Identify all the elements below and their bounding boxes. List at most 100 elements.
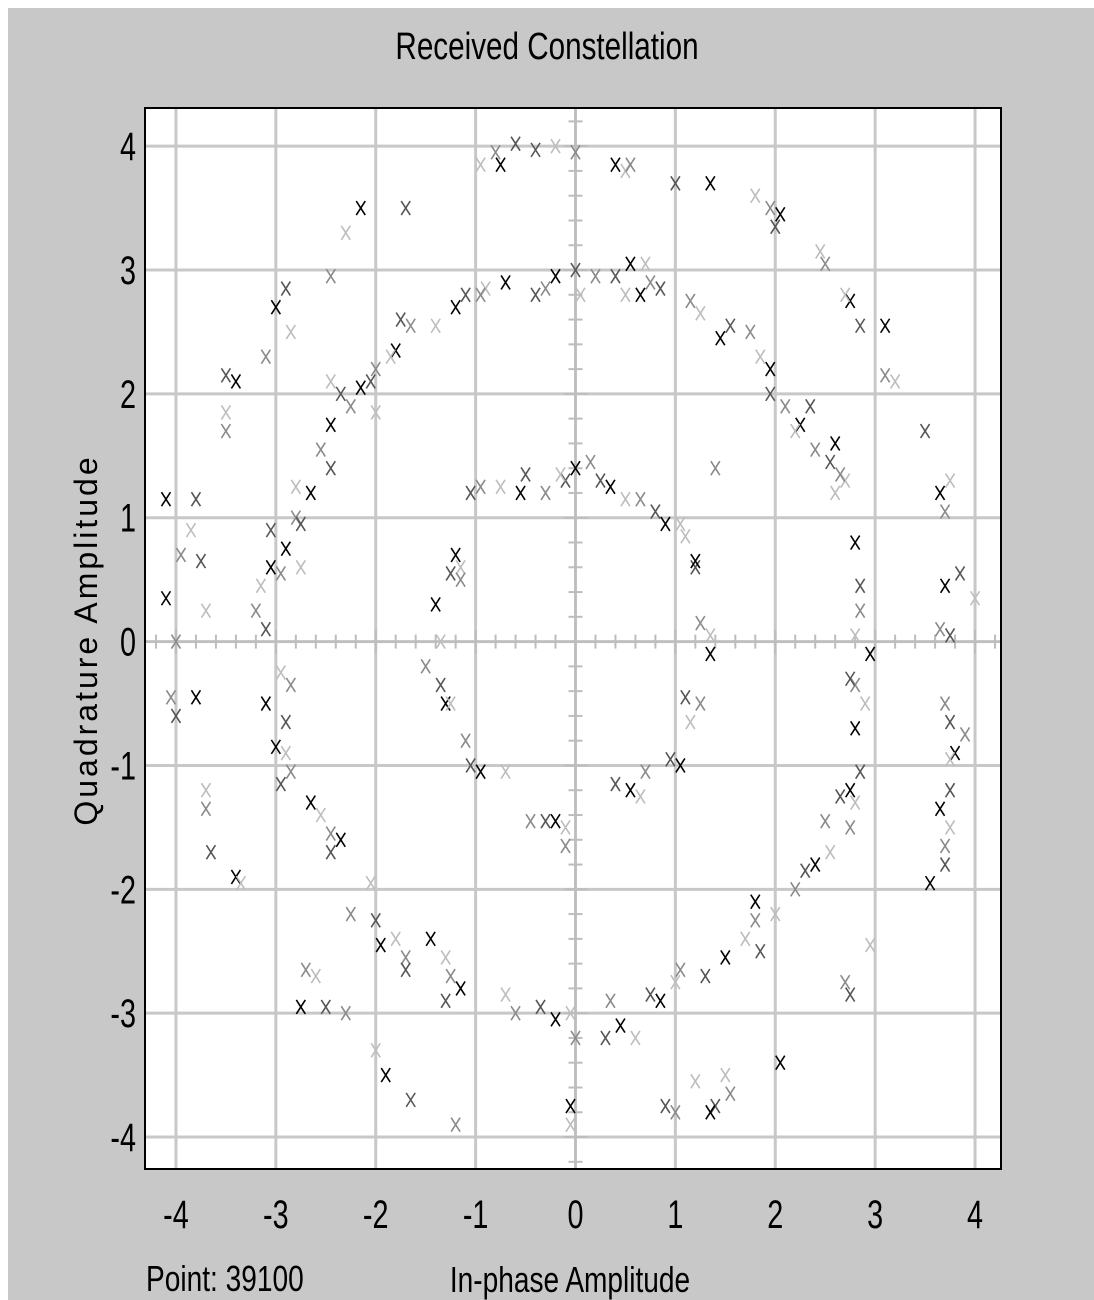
data-point [160,491,172,507]
data-point [565,1117,576,1133]
data-point [340,1005,351,1021]
data-point [260,621,272,637]
data-point [820,256,831,272]
data-point [640,256,651,272]
data-point [795,417,806,433]
data-point [500,764,511,780]
x-tick-label: -2 [363,1192,389,1237]
data-point [605,993,616,1009]
data-point [495,479,506,495]
data-point [610,157,621,173]
y-tick-label: -3 [110,992,136,1037]
data-point [919,423,931,439]
data-point [270,739,282,755]
data-point [530,142,541,158]
data-point [790,423,801,439]
data-point [650,504,661,519]
data-point [370,1042,381,1058]
data-point [610,776,621,792]
data-point [939,504,951,519]
data-point [440,950,451,965]
data-point [939,857,951,872]
data-point [195,553,207,569]
data-point [670,1104,681,1120]
data-point [430,597,441,612]
center-axes [146,109,1000,1168]
data-point [934,621,946,637]
data-point [420,658,431,674]
data-point [305,485,316,501]
data-point [370,361,381,377]
data-point [705,1104,716,1120]
data-point [660,1098,671,1114]
data-point [540,485,551,501]
data-point [620,287,631,303]
data-point [585,454,596,470]
data-point [460,287,471,303]
data-point [565,1098,576,1114]
data-point [775,1055,786,1071]
data-point [845,671,856,687]
data-point [670,974,681,990]
data-point [540,813,551,829]
data-point [840,287,851,303]
data-point [790,881,801,897]
data-point [550,268,561,284]
data-point [645,274,656,290]
data-point [675,962,686,978]
data-point [825,454,836,470]
data-point [944,473,956,489]
data-point [250,603,262,619]
data-point [635,788,646,804]
data-point [854,578,866,594]
data-point [570,460,581,476]
y-tick-label: 0 [120,620,136,665]
data-point [710,460,721,476]
data-point [220,367,232,383]
data-point [745,324,756,340]
x-tick-label: 1 [667,1192,683,1237]
data-point [889,374,901,389]
data-point [405,318,416,334]
data-point [849,677,861,693]
data-point [375,937,386,953]
data-point [325,460,336,476]
data-point [555,466,566,482]
data-point [705,646,716,662]
data-point [560,819,571,835]
data-point [205,844,217,860]
data-point [720,1067,731,1083]
x-tick-label: -4 [163,1192,189,1237]
data-point [655,281,666,297]
data-point [849,720,861,736]
y-tick-label: -4 [110,1115,136,1160]
data-point [550,138,561,154]
data-point [325,268,336,284]
data-point [625,782,636,798]
data-point [345,906,356,922]
data-point [170,634,182,650]
data-point [825,844,836,860]
data-point [315,807,326,823]
data-point [255,578,267,594]
chart-title: Received Constellation [395,26,699,68]
data-point [570,144,581,160]
data-point [715,330,726,346]
data-point [725,318,736,334]
data-point [765,386,776,402]
data-point [645,987,656,1003]
data-point [520,466,531,482]
data-point [854,764,866,780]
x-tick-label: 2 [767,1192,783,1237]
data-point [949,745,961,761]
y-tick-label: 4 [120,125,136,170]
data-point [665,751,676,767]
data-point [550,1011,561,1027]
data-point [445,696,456,711]
data-point [815,244,826,259]
data-point [430,318,441,334]
data-point [934,485,946,501]
data-point [854,603,866,619]
data-point [220,405,232,420]
